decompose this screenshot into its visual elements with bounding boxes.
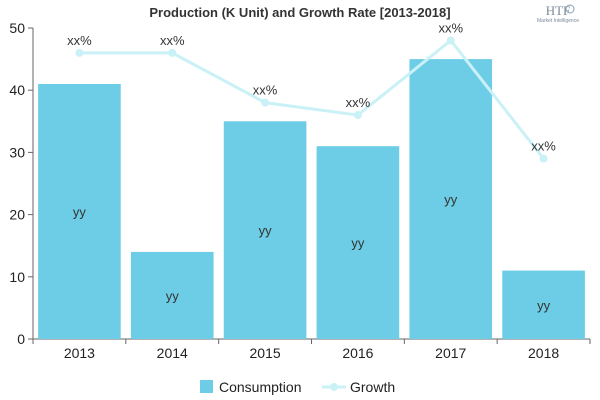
bar-data-label: yy	[351, 236, 365, 251]
bar	[38, 83, 121, 339]
bar-series	[38, 59, 585, 339]
x-tick-label: 2016	[342, 345, 373, 361]
x-tick-label: 2015	[250, 345, 281, 361]
line-point	[168, 48, 177, 57]
x-tick-label: 2013	[64, 345, 95, 361]
logo: HTF Market Intelligence	[537, 3, 579, 24]
y-axis: 0 10 20 30 40 50	[9, 20, 34, 347]
line-data-label: xx%	[253, 83, 278, 98]
line-data-label: xx%	[67, 33, 92, 48]
line-point	[353, 111, 362, 120]
legend-label-growth: Growth	[350, 379, 395, 395]
growth-line	[79, 38, 545, 160]
logo-text: HTF	[546, 3, 571, 18]
y-tick-label: 10	[9, 269, 25, 285]
bar-data-label: yy	[444, 192, 458, 207]
y-tick-label: 50	[9, 20, 25, 36]
line-point	[539, 154, 548, 163]
bar	[316, 146, 400, 339]
bar	[409, 59, 493, 339]
bar	[223, 121, 307, 339]
line-data-label: xx%	[438, 20, 463, 35]
bar-data-label: yy	[259, 223, 273, 238]
x-tick-label: 2014	[157, 345, 188, 361]
chart-title: Production (K Unit) and Growth Rate [201…	[149, 5, 450, 20]
line-point	[75, 48, 84, 57]
y-tick-label: 30	[9, 144, 25, 160]
x-tick-label: 2018	[528, 345, 559, 361]
y-tick-label: 0	[17, 331, 25, 347]
y-tick-label: 40	[9, 82, 25, 98]
legend-swatch-consumption	[200, 380, 213, 393]
globe-icon	[565, 4, 575, 14]
y-tick-label: 20	[9, 207, 25, 223]
logo-subtext: Market Intelligence	[537, 18, 579, 24]
x-tick-label: 2017	[435, 345, 466, 361]
data-labels: yy yy yy yy yy yy xx% xx% xx% xx% xx% xx%	[67, 20, 556, 312]
line-data-label: xx%	[160, 33, 185, 48]
bar	[502, 270, 585, 339]
legend-label-consumption: Consumption	[219, 379, 302, 395]
line-series	[75, 36, 548, 163]
line-data-label: xx%	[346, 95, 371, 110]
bar-data-label: yy	[537, 298, 551, 313]
legend: Consumption Growth	[200, 379, 395, 395]
line-point	[261, 98, 270, 107]
line-data-label: xx%	[531, 139, 556, 154]
bar	[130, 251, 214, 339]
x-axis: 2013 2014 2015 2016 2017 2018	[32, 338, 591, 361]
bar-data-label: yy	[166, 288, 180, 303]
bar-data-label: yy	[73, 204, 87, 219]
line-point	[446, 36, 455, 45]
legend-marker-growth	[330, 383, 338, 391]
